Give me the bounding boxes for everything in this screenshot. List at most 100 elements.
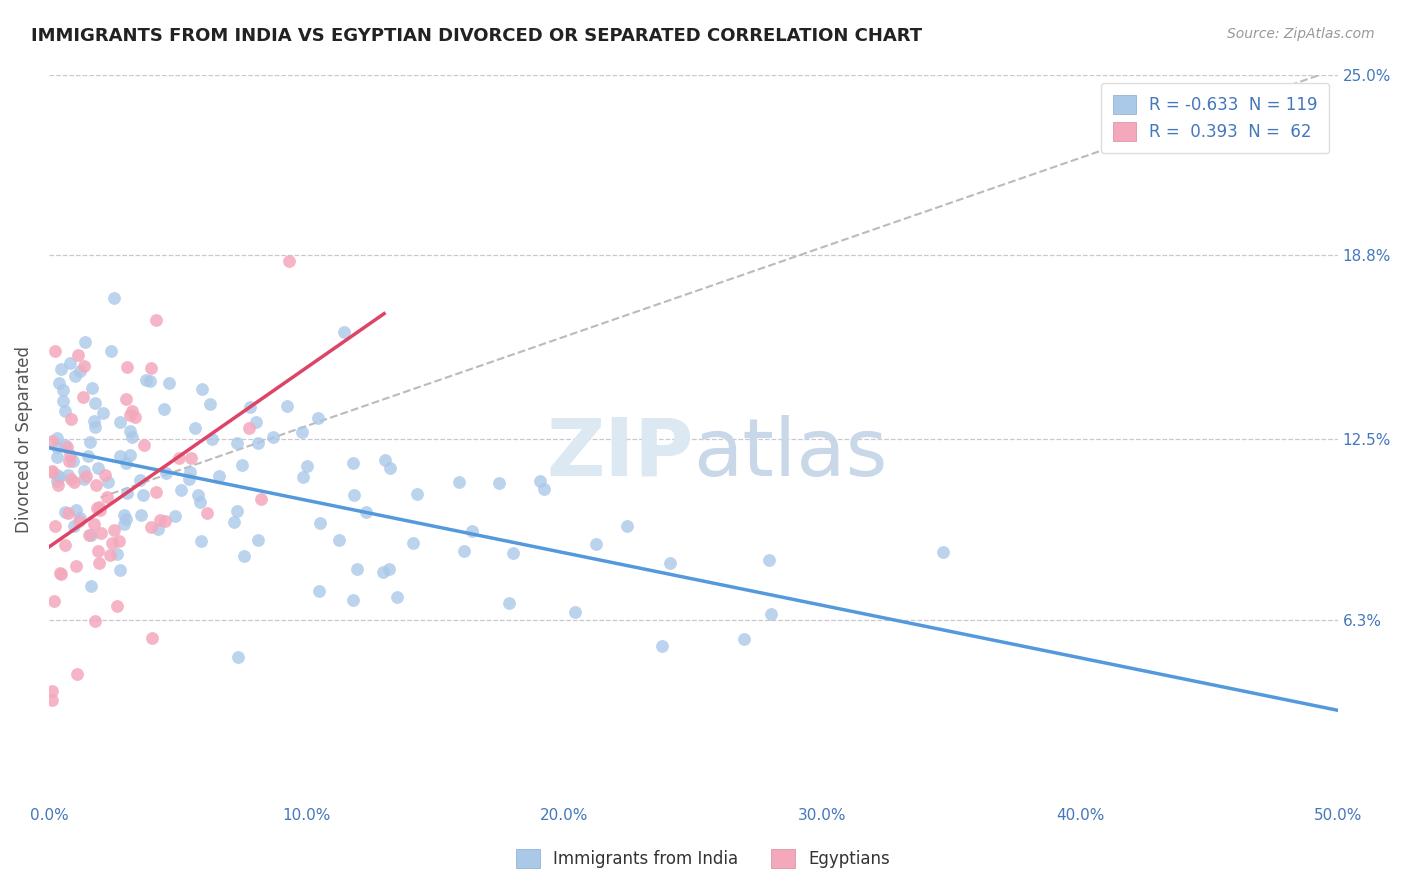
Point [658, 556, 681, 570]
Y-axis label: Divorced or Separated: Divorced or Separated [15, 345, 32, 533]
Point [277, 254, 299, 268]
Point [59, 472, 82, 486]
Point [374, 453, 396, 467]
Point [233, 549, 256, 564]
Point [49, 566, 72, 580]
Point [62, 454, 84, 468]
Point [191, 382, 214, 396]
Point [141, 631, 163, 645]
Point [41, 684, 63, 698]
Point [59, 356, 82, 370]
Point [83, 419, 105, 434]
Point [529, 474, 551, 488]
Text: atlas: atlas [693, 415, 887, 492]
Point [58, 454, 80, 468]
Point [461, 524, 484, 538]
Point [146, 523, 169, 537]
Point [387, 590, 409, 604]
Point [447, 475, 470, 489]
Point [616, 518, 638, 533]
Point [108, 415, 131, 429]
Point [83, 396, 105, 410]
Point [98, 548, 121, 562]
Point [115, 485, 138, 500]
Point [402, 535, 425, 549]
Point [328, 533, 350, 547]
Point [59, 448, 82, 462]
Point [371, 565, 394, 579]
Text: ZIP: ZIP [546, 415, 693, 492]
Point [295, 458, 318, 473]
Point [56, 440, 79, 454]
Point [222, 516, 245, 530]
Point [238, 420, 260, 434]
Point [80, 381, 103, 395]
Point [139, 374, 162, 388]
Text: IMMIGRANTS FROM INDIA VS EGYPTIAN DIVORCED OR SEPARATED CORRELATION CHART: IMMIGRANTS FROM INDIA VS EGYPTIAN DIVORC… [31, 27, 922, 45]
Point [179, 472, 201, 486]
Point [89, 503, 111, 517]
Point [121, 430, 143, 444]
Point [761, 607, 783, 621]
Point [195, 507, 218, 521]
Point [931, 545, 953, 559]
Point [76, 449, 98, 463]
Point [45, 467, 67, 482]
Point [115, 359, 138, 374]
Point [97, 475, 120, 489]
Point [110, 449, 132, 463]
Point [84, 478, 107, 492]
Point [262, 430, 284, 444]
Point [346, 562, 368, 576]
Point [44, 343, 66, 358]
Point [60, 411, 83, 425]
Point [63, 475, 86, 489]
Point [239, 401, 262, 415]
Point [73, 471, 96, 485]
Point [112, 508, 135, 522]
Point [155, 466, 177, 480]
Point [276, 399, 298, 413]
Point [354, 505, 377, 519]
Point [246, 435, 269, 450]
Point [155, 514, 177, 528]
Point [564, 605, 586, 619]
Point [226, 436, 249, 450]
Point [145, 485, 167, 500]
Text: Source: ZipAtlas.com: Source: ZipAtlas.com [1227, 27, 1375, 41]
Point [53, 404, 76, 418]
Point [66, 666, 89, 681]
Point [180, 451, 202, 466]
Point [145, 312, 167, 326]
Point [488, 476, 510, 491]
Point [378, 562, 401, 576]
Point [73, 359, 96, 374]
Point [114, 512, 136, 526]
Point [80, 579, 103, 593]
Point [758, 553, 780, 567]
Point [132, 488, 155, 502]
Point [41, 693, 63, 707]
Point [225, 504, 247, 518]
Point [120, 424, 142, 438]
Point [41, 466, 63, 480]
Point [170, 483, 193, 497]
Point [118, 408, 141, 422]
Point [157, 376, 180, 390]
Point [80, 528, 103, 542]
Point [100, 343, 122, 358]
Point [141, 360, 163, 375]
Point [378, 460, 401, 475]
Point [51, 361, 73, 376]
Point [114, 392, 136, 406]
Point [65, 368, 87, 383]
Point [502, 546, 524, 560]
Point [56, 467, 79, 482]
Point [96, 490, 118, 504]
Point [91, 406, 114, 420]
Point [733, 632, 755, 647]
Point [89, 500, 111, 514]
Point [184, 421, 207, 435]
Point [86, 501, 108, 516]
Point [45, 474, 67, 488]
